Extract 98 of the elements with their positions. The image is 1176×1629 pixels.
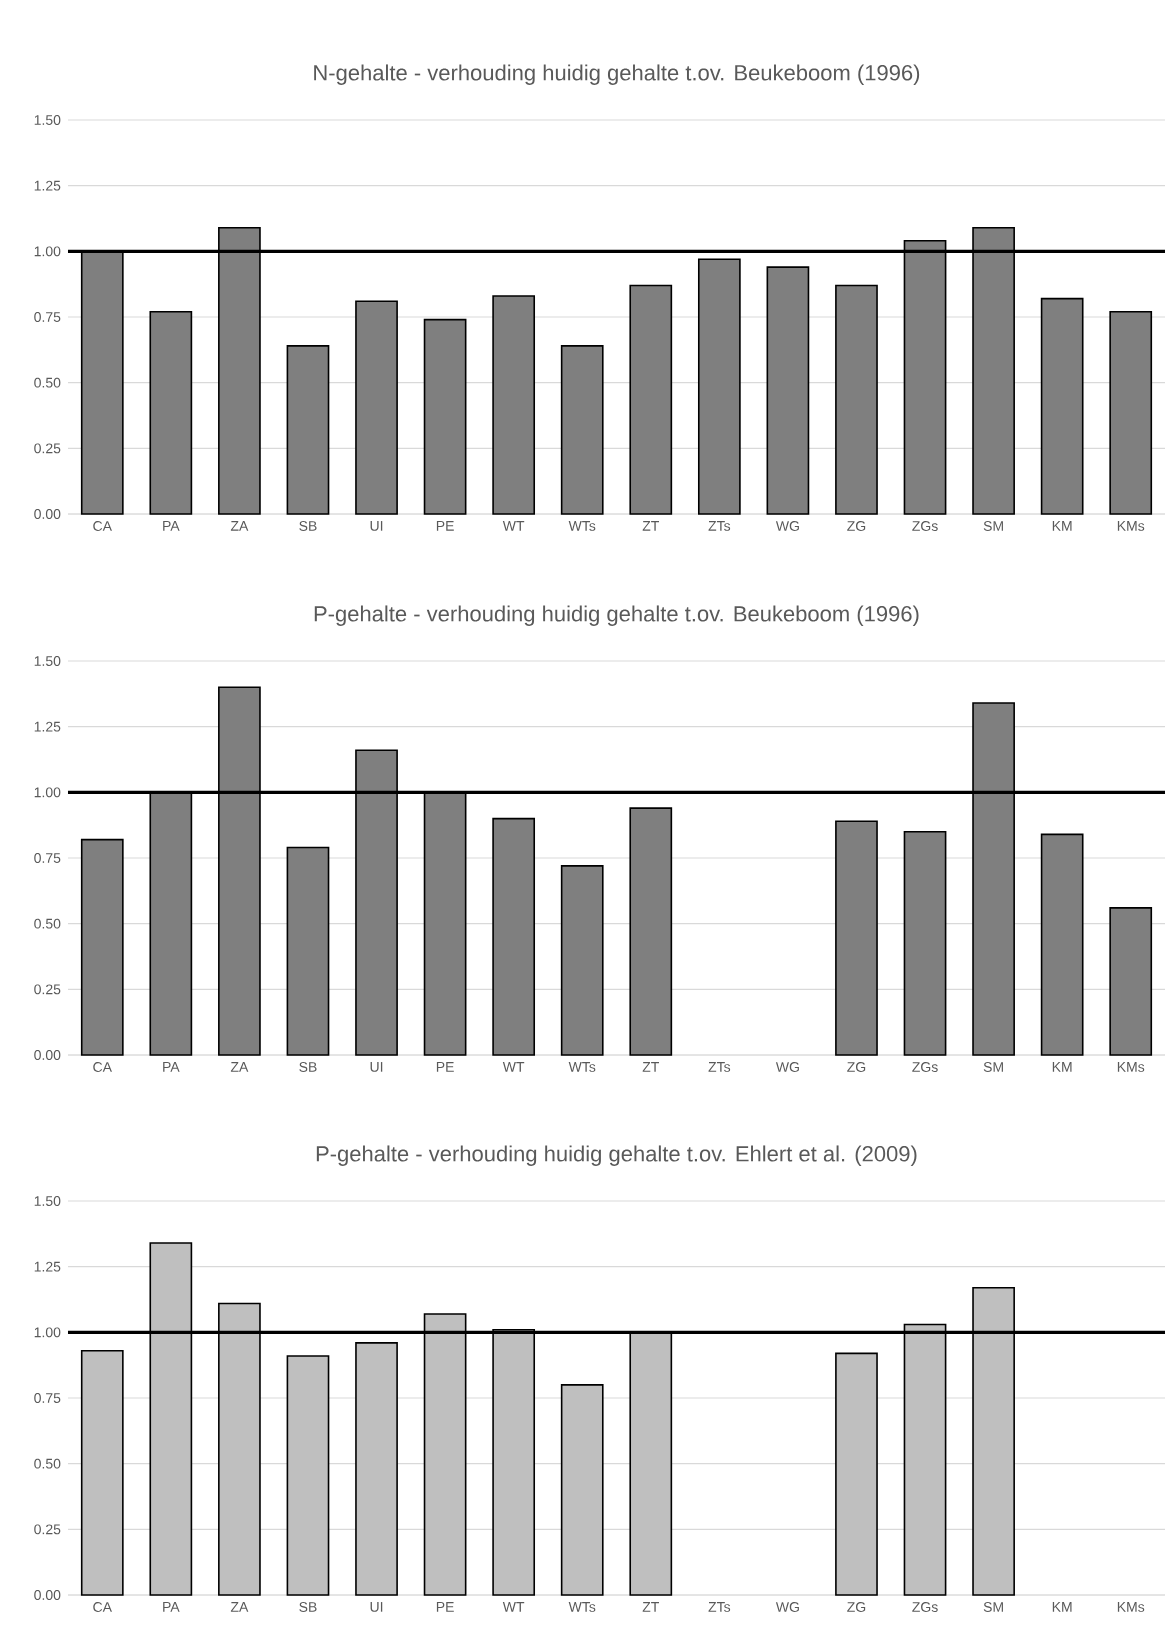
bar [423, 318, 467, 515]
x-tick-label: KM [1052, 521, 1072, 531]
x-tick-label: WG [775, 521, 799, 531]
x-tick-label: WTs [568, 1602, 596, 1612]
y-tick-label: 1.00 [34, 246, 61, 257]
y-tick-label: 1.00 [34, 1327, 61, 1338]
bar [1109, 907, 1153, 1056]
chart-title: N-gehalte - verhouding huidig gehalte t.ov. Beukeboom (1996) [314, 64, 920, 85]
bar [835, 284, 878, 515]
x-tick-label: KMs [1117, 521, 1145, 531]
bar [697, 258, 741, 515]
chart-title: P-gehalte - verhouding huidig gehalte t.ov. Ehlert et al. (2009) [316, 1145, 917, 1166]
x-tick-label: ZG [847, 521, 866, 531]
x-tick-label: WG [775, 1062, 799, 1072]
y-tick-label: 0.75 [34, 853, 61, 863]
x-tick-label: SM [983, 521, 1003, 531]
y-tick-label: 0.50 [34, 377, 61, 388]
bar [560, 345, 604, 515]
x-tick-label: SM [983, 1602, 1003, 1612]
y-tick-label: 1.50 [34, 115, 61, 125]
chart-title: P-gehalte - verhouding huidig gehalte t.ov. Beukeboom (1996) [314, 605, 919, 626]
y-tick-label: 0.50 [34, 918, 61, 929]
bar [286, 345, 330, 515]
x-tick-label: KM [1052, 1602, 1072, 1612]
x-tick-label: ZTs [708, 1062, 731, 1072]
x-tick-label: UI [370, 521, 383, 531]
bar [80, 838, 124, 1056]
x-tick-label: WT [502, 1602, 525, 1612]
y-tick-label: 0.00 [34, 509, 61, 519]
bar [492, 295, 536, 515]
x-tick-label: PE [436, 1062, 454, 1072]
x-tick-label: ZTs [708, 521, 731, 531]
x-tick-label: WTs [568, 1062, 596, 1072]
x-tick-label: SB [299, 521, 317, 531]
x-tick-label: SM [983, 1062, 1003, 1072]
y-tick-label: 1.25 [34, 180, 61, 191]
x-tick-label: CA [93, 1602, 112, 1612]
x-tick-label: ZA [230, 521, 249, 531]
x-tick-label: WT [502, 521, 525, 531]
x-tick-label: PE [436, 1602, 454, 1612]
bar [629, 284, 673, 515]
bar [355, 1342, 398, 1596]
x-tick-label: WT [502, 1062, 525, 1072]
bar [355, 300, 398, 515]
bar [1109, 310, 1153, 515]
bar [766, 266, 810, 515]
x-tick-label: ZG [847, 1602, 866, 1612]
bar [286, 1355, 330, 1596]
bar [286, 846, 330, 1056]
y-tick-label: 0.25 [34, 1524, 61, 1535]
bar [560, 865, 604, 1056]
x-tick-label: WG [775, 1602, 799, 1612]
bar [835, 820, 878, 1056]
x-tick-label: UI [370, 1062, 383, 1072]
bar [560, 1384, 604, 1596]
y-tick-label: 0.50 [34, 1458, 61, 1469]
bar [835, 1352, 878, 1596]
x-tick-label: ZT [642, 1602, 659, 1612]
x-tick-label: ZT [642, 1062, 659, 1072]
x-tick-label: ZG [847, 1062, 866, 1072]
x-tick-label: ZTs [708, 1602, 731, 1612]
x-tick-label: ZGs [912, 1602, 938, 1612]
bar [903, 830, 947, 1056]
x-tick-label: ZGs [912, 1062, 938, 1072]
x-tick-label: PA [163, 1062, 180, 1072]
y-tick-label: 1.00 [34, 787, 61, 798]
x-tick-label: UI [370, 1602, 383, 1612]
x-tick-label: PA [163, 521, 180, 531]
y-tick-label: 0.75 [34, 312, 61, 322]
y-tick-label: 1.50 [34, 656, 61, 666]
x-tick-label: KMs [1117, 1062, 1145, 1072]
x-tick-label: CA [93, 1062, 112, 1072]
bar [629, 807, 673, 1056]
x-tick-label: KM [1052, 1062, 1072, 1072]
x-tick-label: PA [163, 1602, 180, 1612]
x-tick-label: PE [436, 521, 454, 531]
bar [1040, 833, 1084, 1056]
x-tick-label: ZT [642, 521, 659, 531]
x-tick-label: CA [93, 521, 112, 531]
bar [80, 1349, 124, 1596]
x-tick-label: SB [299, 1062, 317, 1072]
bar [492, 817, 536, 1056]
x-tick-label: KMs [1117, 1602, 1145, 1612]
x-tick-label: ZA [230, 1062, 249, 1072]
x-tick-label: SB [299, 1602, 317, 1612]
x-tick-label: WTs [568, 521, 596, 531]
y-tick-label: 0.00 [34, 1050, 61, 1060]
y-tick-label: 0.25 [34, 984, 61, 995]
x-tick-label: ZA [230, 1602, 249, 1612]
y-tick-label: 0.25 [34, 443, 61, 454]
x-tick-label: ZGs [912, 521, 938, 531]
bar [1040, 297, 1084, 515]
y-tick-label: 1.25 [34, 721, 61, 732]
y-tick-label: 0.00 [34, 1590, 61, 1600]
bar [149, 310, 193, 515]
y-tick-label: 0.75 [34, 1393, 61, 1403]
y-tick-label: 1.50 [34, 1196, 61, 1206]
y-tick-label: 1.25 [34, 1261, 61, 1272]
